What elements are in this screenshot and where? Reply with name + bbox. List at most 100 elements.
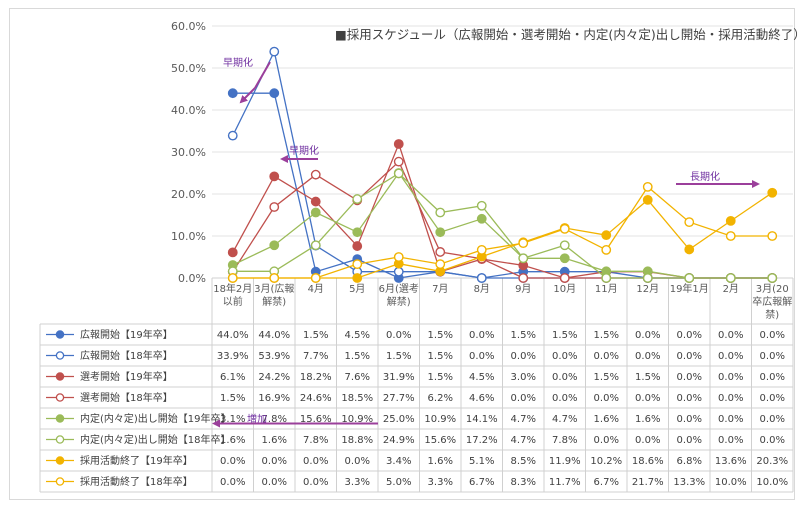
data-label: 31.9% bbox=[383, 372, 415, 383]
data-label: 1.5% bbox=[303, 330, 328, 341]
data-point bbox=[559, 223, 570, 234]
data-point bbox=[269, 171, 280, 182]
data-label: 0.0% bbox=[718, 393, 743, 404]
series-line bbox=[232, 171, 773, 279]
y-tick-label: 50.0% bbox=[171, 62, 206, 75]
data-label: 1.5% bbox=[594, 330, 619, 341]
data-label: 4.7% bbox=[511, 435, 536, 446]
data-point bbox=[435, 207, 446, 218]
data-point bbox=[269, 240, 280, 251]
data-label: 0.0% bbox=[303, 456, 328, 467]
annotation-arrow-tail bbox=[254, 61, 271, 89]
y-tick-label: 60.0% bbox=[171, 20, 206, 33]
series-group bbox=[227, 46, 778, 283]
data-point bbox=[352, 259, 363, 270]
data-label: 1.5% bbox=[594, 372, 619, 383]
category-label: 6月(選考解禁) bbox=[379, 282, 419, 308]
data-point bbox=[767, 231, 778, 241]
legend-label: 広報開始【18年卒】 bbox=[80, 349, 173, 362]
data-label: 5.1% bbox=[469, 456, 494, 467]
category-label: 8月 bbox=[474, 283, 490, 295]
data-label: 24.2% bbox=[258, 372, 290, 383]
data-point bbox=[767, 187, 778, 198]
data-point bbox=[393, 139, 404, 149]
data-label: 18.6% bbox=[632, 456, 664, 467]
data-label: 0.0% bbox=[511, 393, 536, 404]
data-point bbox=[476, 244, 487, 255]
data-point bbox=[227, 130, 238, 141]
data-label: 4.6% bbox=[469, 393, 494, 404]
chart-title: ■採用スケジュール（広報開始・選考開始・内定(内々定)出し開始・採用活動終了） bbox=[335, 27, 800, 42]
data-label: 6.8% bbox=[677, 456, 702, 467]
data-label: 1.5% bbox=[220, 393, 245, 404]
data-point bbox=[476, 200, 487, 211]
data-label: 25.0% bbox=[383, 414, 415, 425]
data-label: 0.0% bbox=[220, 456, 245, 467]
data-label: 8.5% bbox=[511, 456, 536, 467]
data-label: 3.3% bbox=[345, 477, 370, 488]
legend-marker bbox=[55, 456, 65, 465]
data-label: 0.0% bbox=[262, 477, 287, 488]
data-label: 0.0% bbox=[262, 456, 287, 467]
annotation-label: 早期化 bbox=[289, 144, 319, 157]
data-label: 0.0% bbox=[552, 372, 577, 383]
data-label: 11.9% bbox=[549, 456, 581, 467]
category-label: 2月 bbox=[723, 283, 739, 295]
data-label: 7.6% bbox=[345, 372, 370, 383]
data-label: 0.0% bbox=[760, 393, 785, 404]
data-point bbox=[435, 227, 446, 238]
data-label: 7.8% bbox=[262, 414, 287, 425]
data-point bbox=[601, 273, 612, 283]
data-label: 1.6% bbox=[428, 456, 453, 467]
data-point bbox=[352, 227, 363, 238]
data-label: 3.3% bbox=[428, 477, 453, 488]
legend-label: 採用活動終了【19年卒】 bbox=[80, 454, 193, 467]
chart-frame bbox=[9, 8, 795, 500]
data-label: 1.6% bbox=[262, 435, 287, 446]
data-point bbox=[310, 196, 321, 207]
data-label: 10.9% bbox=[341, 414, 373, 425]
category-label: 7月 bbox=[432, 283, 448, 295]
data-point bbox=[684, 273, 695, 283]
data-point bbox=[684, 244, 695, 255]
data-label: 7.8% bbox=[303, 435, 328, 446]
data-label: 3.4% bbox=[386, 456, 411, 467]
data-point bbox=[518, 253, 529, 264]
series-line bbox=[232, 192, 773, 279]
category-label: 3月(20 卒広報解禁) bbox=[752, 283, 792, 321]
data-point bbox=[476, 213, 487, 224]
data-label: 1.5% bbox=[552, 330, 577, 341]
data-label: 4.7% bbox=[552, 414, 577, 425]
data-label: 17.2% bbox=[466, 435, 498, 446]
data-label: 0.0% bbox=[718, 435, 743, 446]
data-label: 1.5% bbox=[428, 330, 453, 341]
data-label: 14.1% bbox=[466, 414, 498, 425]
data-point bbox=[435, 259, 446, 270]
data-label: 0.0% bbox=[718, 330, 743, 341]
data-label: 0.0% bbox=[303, 477, 328, 488]
data-label: 0.0% bbox=[760, 372, 785, 383]
data-label: 0.0% bbox=[386, 330, 411, 341]
data-label: 6.7% bbox=[594, 477, 619, 488]
data-point bbox=[476, 273, 487, 283]
data-label: 0.0% bbox=[511, 351, 536, 362]
data-label: 0.0% bbox=[677, 393, 702, 404]
legend-label: 内定(内々定)出し開始【19年卒】 bbox=[80, 412, 231, 425]
data-point bbox=[642, 181, 653, 192]
y-tick-label: 30.0% bbox=[171, 146, 206, 159]
legend-marker bbox=[55, 477, 65, 486]
category-label: 18年2月以前 bbox=[213, 282, 252, 308]
data-label: 10.0% bbox=[715, 477, 747, 488]
data-label: 1.6% bbox=[635, 414, 660, 425]
legend-label: 内定(内々定)出し開始【18年卒】 bbox=[80, 433, 231, 446]
data-label: 0.0% bbox=[552, 351, 577, 362]
data-label: 4.5% bbox=[345, 330, 370, 341]
data-point bbox=[393, 168, 404, 179]
data-point bbox=[269, 273, 280, 283]
data-label: 0.0% bbox=[718, 351, 743, 362]
data-point bbox=[227, 88, 238, 99]
data-label: 0.0% bbox=[635, 393, 660, 404]
data-label: 0.0% bbox=[677, 330, 702, 341]
data-label: 6.1% bbox=[220, 372, 245, 383]
data-point bbox=[518, 273, 529, 283]
